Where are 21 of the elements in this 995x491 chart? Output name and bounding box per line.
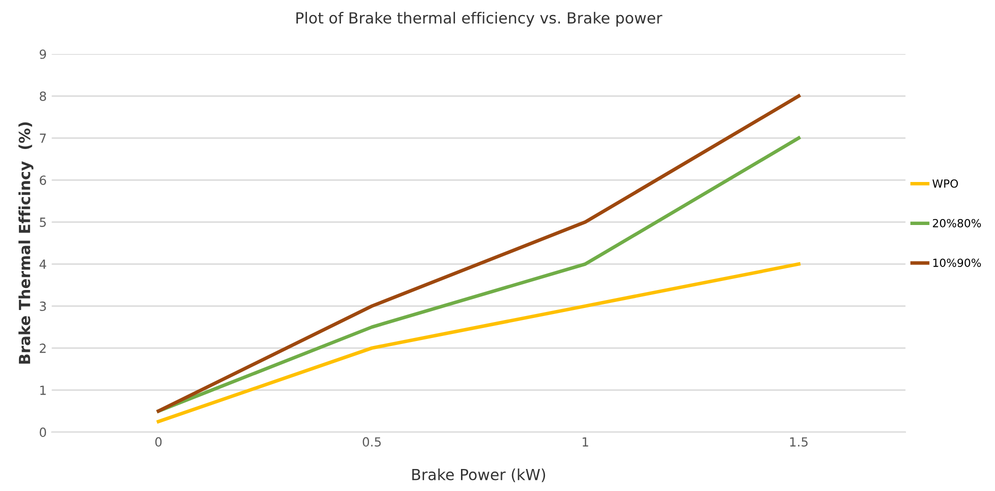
legend-label: 20%80% (932, 218, 981, 228)
legend-label: 10%90% (933, 258, 981, 268)
y-tick-label: 4 (40, 260, 46, 269)
x-tick-label: 0.5 (362, 437, 381, 447)
y-tick-label: 8 (40, 91, 46, 101)
y-tick-label: 1 (40, 386, 46, 395)
x-tick-label: 0 (155, 437, 162, 447)
y-axis-title: Brake Thermal Efficincy (%) (18, 122, 34, 364)
x-tick-label: 1.5 (790, 437, 808, 447)
y-tick-label: 6 (40, 176, 46, 185)
x-axis-title: Brake Power (kW) (412, 468, 546, 482)
chart-title: Plot of Brake thermal efficiency vs. Brake power (296, 12, 662, 27)
y-tick-label: 3 (40, 302, 46, 311)
line-series (156, 262, 800, 424)
y-tick-label: 9 (40, 49, 46, 59)
y-tick-label: 7 (40, 134, 46, 143)
y-tick-label: 5 (40, 218, 46, 227)
legend-label: WPO (932, 179, 958, 188)
y-tick-label: 0 (40, 428, 46, 438)
y-tick-label: 2 (40, 344, 46, 353)
x-tick-label: 1 (582, 437, 588, 446)
